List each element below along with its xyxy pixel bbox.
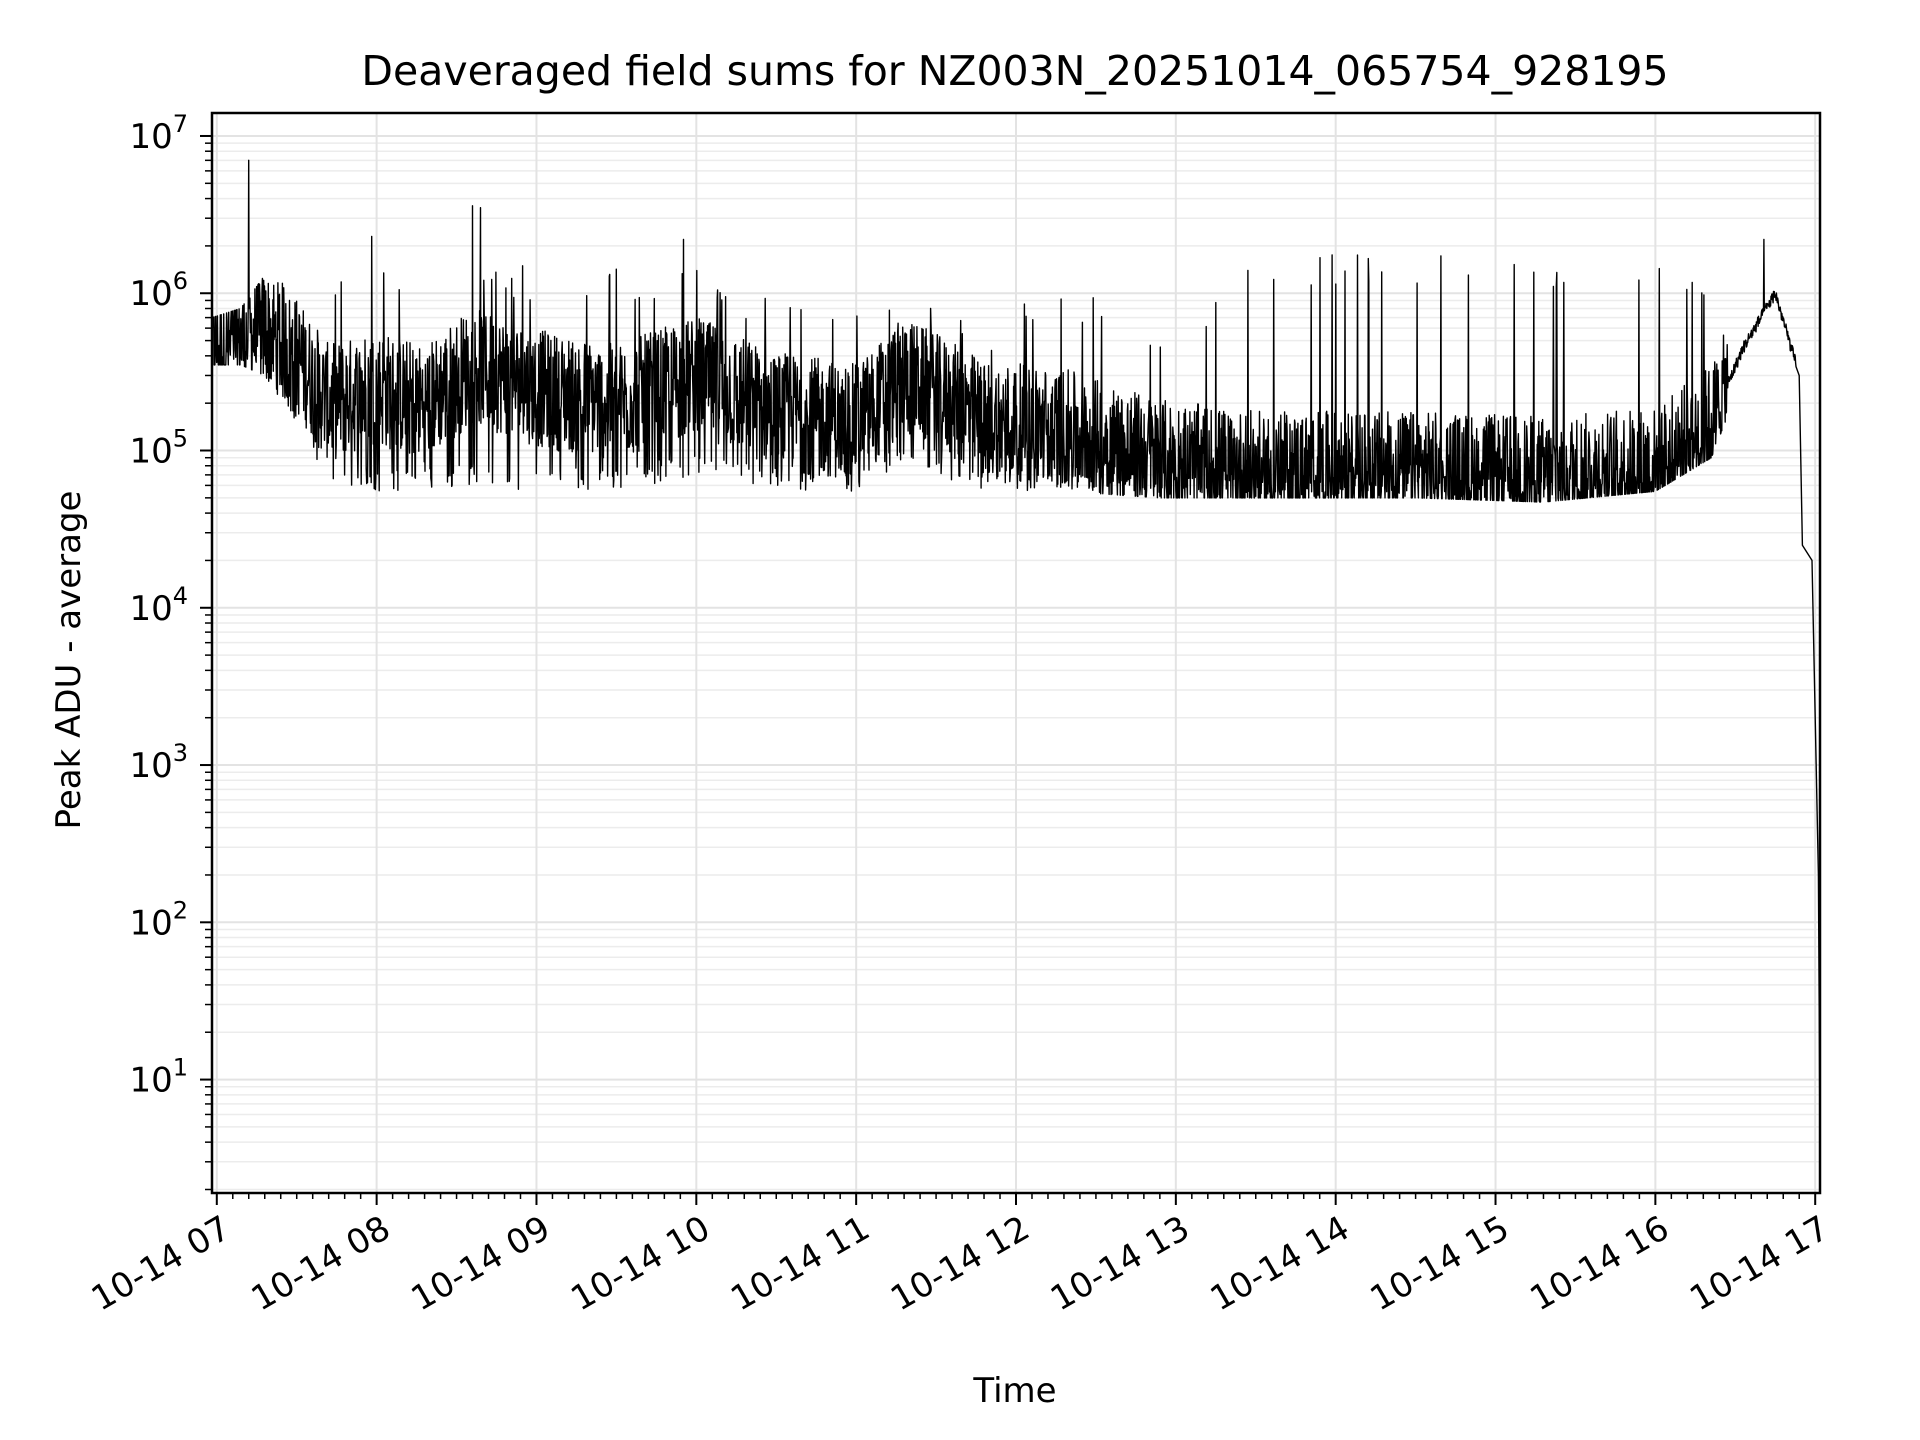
y-tick-label: 106 [129,267,188,314]
x-tick-label: 10-14 09 [405,1208,557,1319]
x-tick-label: 10-14 15 [1364,1208,1516,1319]
grid-lines [212,113,1820,1193]
y-tick-label-exponent: 2 [173,896,188,924]
y-tick-label: 101 [129,1054,188,1101]
y-tick-label: 104 [129,582,188,629]
y-tick-label-base: 10 [129,274,172,314]
y-axis-label: Peak ADU - average [49,491,89,830]
y-tick-label-base: 10 [129,746,172,786]
chart-title: Deaveraged field sums for NZ003N_2025101… [361,47,1668,95]
x-tick-label: 10-14 07 [85,1208,237,1319]
x-tick-label: 10-14 14 [1204,1208,1356,1319]
y-tick-label-exponent: 6 [173,267,188,295]
x-tick-label: 10-14 11 [724,1208,876,1319]
y-tick-label-exponent: 3 [173,739,188,767]
x-tick-label: 10-14 13 [1044,1208,1196,1319]
y-tick-label-base: 10 [129,117,172,157]
y-tick-label-exponent: 4 [173,582,188,610]
y-tick-label: 107 [129,110,188,157]
series-line-deaveraged-field-sum [211,159,1821,1146]
y-tick-label: 102 [129,896,188,943]
x-axis: 10-14 07 10-14 08 10-14 09 10-14 10 10-14 11… [85,1193,1836,1319]
x-axis-label: Time [972,1371,1056,1411]
y-tick-label-base: 10 [129,1061,172,1101]
y-tick-label-exponent: 7 [173,110,188,138]
y-tick-label-base: 10 [129,432,172,472]
x-tick-label: 10-14 17 [1683,1208,1835,1319]
y-tick-label-exponent: 5 [173,425,188,453]
x-tick-label: 10-14 10 [564,1208,716,1319]
y-tick-label-exponent: 1 [173,1054,188,1082]
y-tick-label: 103 [129,739,188,786]
x-tick-label: 10-14 08 [245,1208,397,1319]
y-tick-label: 105 [129,425,188,472]
x-tick-label: 10-14 12 [884,1208,1036,1319]
y-tick-label-base: 10 [129,903,172,943]
y-tick-label-base: 10 [129,589,172,629]
x-tick-label: 10-14 16 [1523,1208,1675,1319]
